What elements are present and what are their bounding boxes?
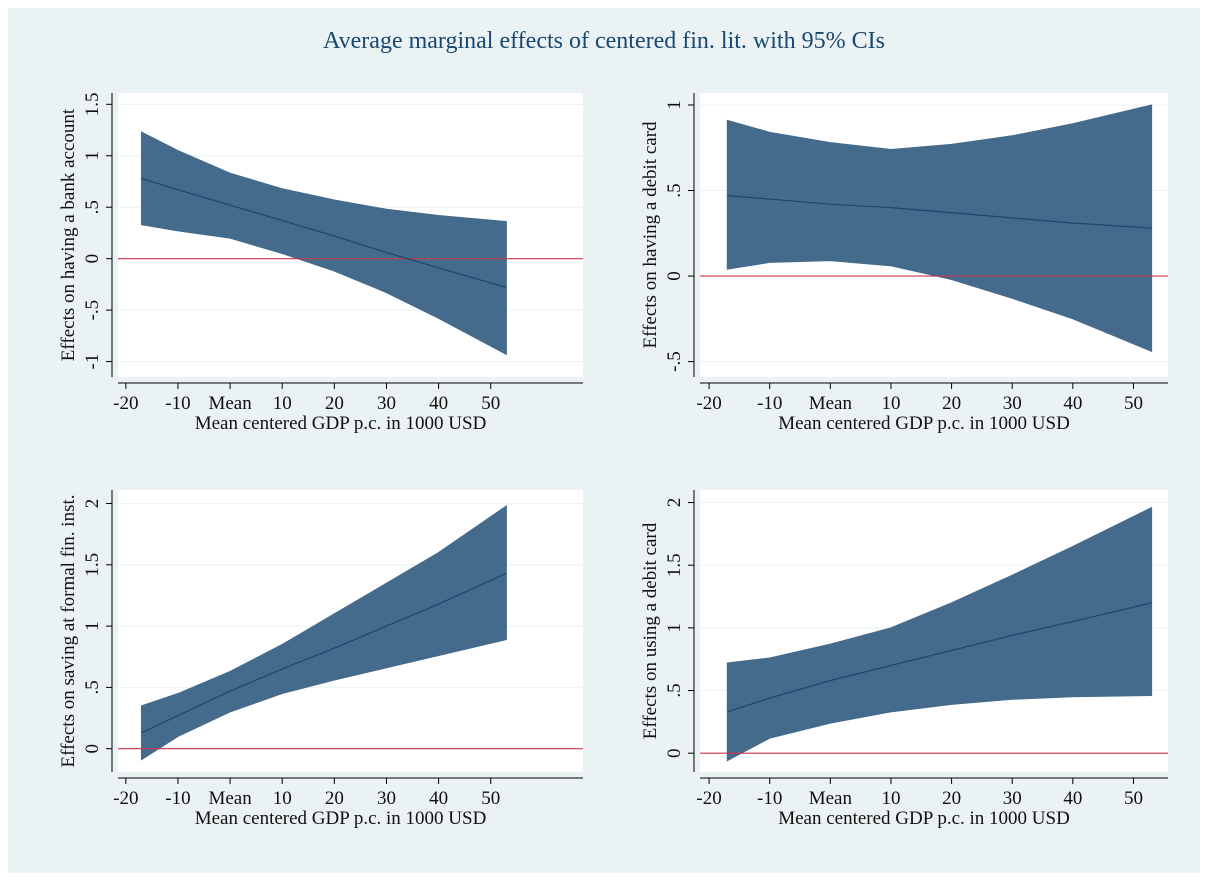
x-tick-label: -20 bbox=[113, 393, 138, 414]
x-tick-label: 40 bbox=[429, 393, 448, 414]
y-tick-label: .5 bbox=[664, 183, 685, 197]
y-tick-label: -1 bbox=[82, 354, 103, 370]
y-tick-label: .5 bbox=[82, 200, 103, 214]
y-tick-label: 1 bbox=[664, 100, 685, 110]
x-tick-label: 30 bbox=[377, 393, 396, 414]
figure-title: Average marginal effects of centered fin… bbox=[323, 28, 885, 54]
y-tick-label: -.5 bbox=[664, 351, 685, 372]
y-tick-label: 0 bbox=[82, 744, 103, 754]
x-tick-label: 50 bbox=[481, 788, 500, 809]
y-tick-label: 0 bbox=[664, 748, 685, 758]
x-tick-label: 20 bbox=[942, 788, 961, 809]
x-tick-label: 20 bbox=[325, 393, 344, 414]
x-tick-label: 20 bbox=[942, 393, 961, 414]
y-tick-label: .5 bbox=[664, 683, 685, 697]
y-tick-label: 0 bbox=[664, 271, 685, 281]
x-tick-label: 50 bbox=[1124, 788, 1143, 809]
y-tick-label: 1 bbox=[664, 623, 685, 633]
estimate-line bbox=[141, 572, 507, 734]
y-axis-title: Effects on having a debit card bbox=[640, 121, 661, 349]
x-tick-label: 30 bbox=[1003, 788, 1022, 809]
x-tick-label: 30 bbox=[377, 788, 396, 809]
y-tick-label: 1.5 bbox=[82, 92, 103, 116]
estimate-line bbox=[141, 177, 507, 289]
x-axis-title: Mean centered GDP p.c. in 1000 USD bbox=[778, 808, 1070, 829]
x-tick-label: 20 bbox=[325, 788, 344, 809]
x-tick-label: 10 bbox=[273, 393, 292, 414]
y-tick-label: 1 bbox=[82, 151, 103, 161]
y-tick-label: 1.5 bbox=[82, 553, 103, 577]
y-tick-label: 2 bbox=[82, 499, 103, 509]
y-tick-label: 0 bbox=[82, 254, 103, 264]
y-axis-title: Effects on saving at formal fin. inst. bbox=[58, 495, 79, 768]
y-tick-label: 1.5 bbox=[664, 553, 685, 577]
x-tick-label: 10 bbox=[881, 788, 900, 809]
x-tick-label: 50 bbox=[1124, 393, 1143, 414]
x-tick-label: 10 bbox=[273, 788, 292, 809]
x-tick-label: 30 bbox=[1003, 393, 1022, 414]
y-tick-label: 1 bbox=[82, 621, 103, 631]
x-tick-label: -20 bbox=[696, 788, 721, 809]
x-axis-title: Mean centered GDP p.c. in 1000 USD bbox=[778, 413, 1070, 434]
estimate-line bbox=[727, 602, 1152, 713]
y-tick-label: -.5 bbox=[82, 300, 103, 321]
x-tick-label: Mean bbox=[809, 788, 853, 809]
x-tick-label: 50 bbox=[481, 393, 500, 414]
x-tick-label: -10 bbox=[757, 788, 782, 809]
x-tick-label: -10 bbox=[165, 393, 190, 414]
x-tick-label: 40 bbox=[1063, 393, 1082, 414]
x-tick-label: -10 bbox=[757, 393, 782, 414]
x-tick-label: Mean bbox=[809, 393, 853, 414]
ci-band bbox=[726, 104, 1153, 353]
x-tick-label: Mean bbox=[208, 393, 252, 414]
x-tick-label: -10 bbox=[165, 788, 190, 809]
y-tick-label: 2 bbox=[664, 498, 685, 508]
estimate-line bbox=[727, 195, 1152, 229]
x-axis-title: Mean centered GDP p.c. in 1000 USD bbox=[195, 808, 487, 829]
x-tick-label: Mean bbox=[208, 788, 252, 809]
y-axis-title: Effects on having a bank account bbox=[58, 108, 79, 361]
y-axis-title: Effects on using a debit card bbox=[640, 522, 661, 739]
x-tick-label: -20 bbox=[113, 788, 138, 809]
ci-band bbox=[726, 506, 1153, 762]
x-tick-label: -20 bbox=[696, 393, 721, 414]
y-tick-label: .5 bbox=[82, 680, 103, 694]
x-axis-title: Mean centered GDP p.c. in 1000 USD bbox=[195, 413, 487, 434]
x-tick-label: 40 bbox=[1063, 788, 1082, 809]
ci-band bbox=[140, 131, 507, 356]
ci-band bbox=[140, 504, 507, 761]
x-tick-label: 10 bbox=[881, 393, 900, 414]
x-tick-label: 40 bbox=[429, 788, 448, 809]
